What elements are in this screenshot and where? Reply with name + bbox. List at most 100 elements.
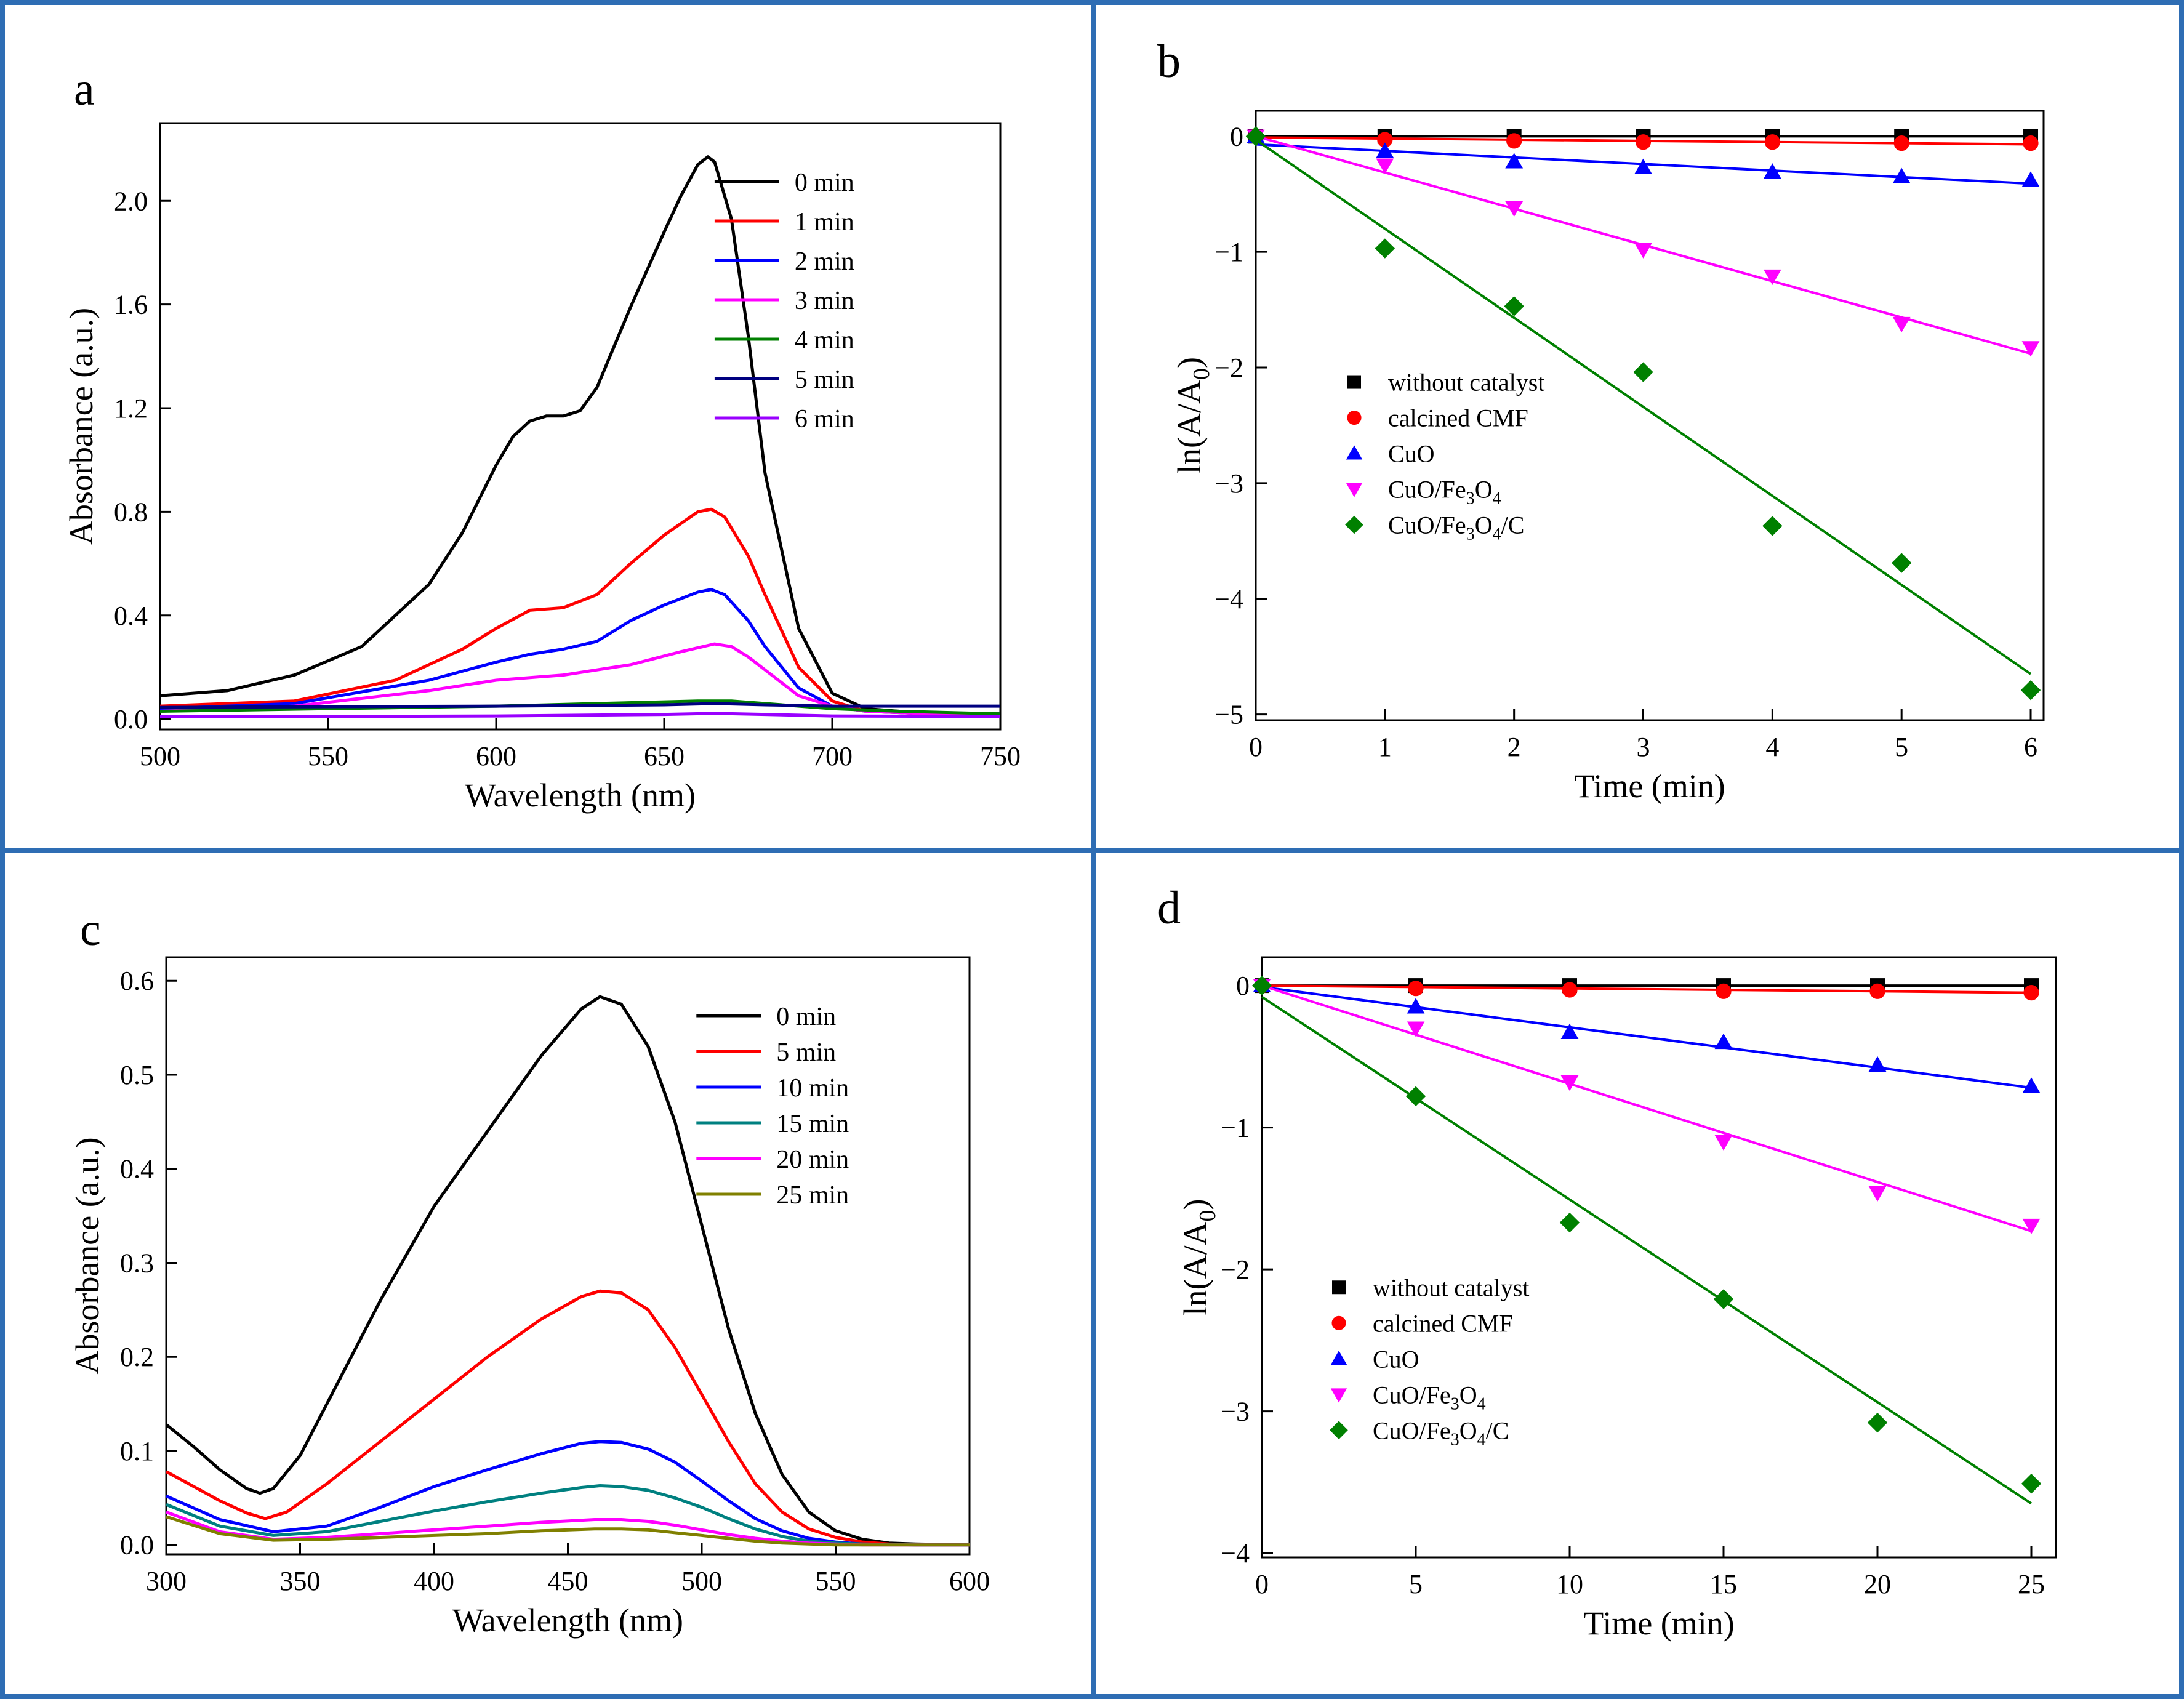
x-tick-label-b: 4 xyxy=(1765,732,1779,762)
legend-label-part-b-4: CuO/Fe xyxy=(1388,512,1466,539)
data-point-d-4-0 xyxy=(1251,975,1272,996)
data-point-d-2-4 xyxy=(1868,1056,1887,1072)
legend-label-sub-b-4: 4 xyxy=(1493,525,1501,544)
legend-label-d-2: CuO xyxy=(1373,1345,1419,1373)
legend-label-sub-b-3: 4 xyxy=(1493,489,1501,508)
y-tick-label-b: −5 xyxy=(1214,700,1243,730)
y-tick-label-b: 0 xyxy=(1230,121,1243,151)
data-point-b-3-2 xyxy=(1505,201,1524,217)
x-tick-label-b: 2 xyxy=(1508,732,1521,762)
x-tick-label-a: 550 xyxy=(308,741,348,771)
data-point-b-3-6 xyxy=(2021,341,2040,357)
x-tick-label-c: 550 xyxy=(816,1566,856,1596)
y-tick-label-c: 0.1 xyxy=(120,1436,154,1466)
data-point-b-1-4 xyxy=(1764,134,1780,150)
data-point-d-2-1 xyxy=(1407,998,1425,1014)
y-tick-label-b: −3 xyxy=(1214,468,1243,499)
legend-marker-d-1 xyxy=(1331,1315,1346,1330)
legend-label-b-1: calcined CMF xyxy=(1388,404,1528,432)
x-axis-label-a: Wavelength (nm) xyxy=(465,777,696,814)
legend-label-part-d-4: /C xyxy=(1486,1416,1509,1444)
legend-label-a-4: 4 min xyxy=(795,326,854,355)
y-tick-label-a: 2.0 xyxy=(114,186,148,216)
series-line-a-0 xyxy=(160,155,1000,716)
series-line-c-5 xyxy=(166,1515,970,1547)
x-tick-label-b: 6 xyxy=(2024,732,2037,762)
data-point-b-4-0 xyxy=(1245,126,1266,147)
x-axis-label-b: Time (min) xyxy=(1574,768,1725,805)
series-line-c-1 xyxy=(166,1289,970,1547)
y-tick-label-d: −3 xyxy=(1221,1397,1250,1427)
data-point-d-4-3 xyxy=(1713,1289,1734,1309)
series-line-a-2 xyxy=(160,588,1000,716)
legend-label-sub-d-3: 4 xyxy=(1477,1394,1486,1413)
fit-line-d-2 xyxy=(1261,986,2032,1090)
y-tick-label-b: −1 xyxy=(1214,237,1243,267)
series-line-a-1 xyxy=(160,507,1000,716)
data-point-b-1-2 xyxy=(1506,133,1522,149)
y-tick-label-a: 0.0 xyxy=(114,704,148,734)
legend-label-c-5: 25 min xyxy=(776,1181,849,1210)
legend-marker-b-0 xyxy=(1347,375,1361,389)
legend-label-part-d-3: CuO/Fe xyxy=(1373,1381,1451,1408)
legend-marker-b-1 xyxy=(1347,411,1362,425)
legend-marker-d-2 xyxy=(1330,1351,1347,1365)
legend-label-sub-b-3: 3 xyxy=(1466,489,1475,508)
data-point-b-3-4 xyxy=(1763,269,1781,286)
data-point-b-3-5 xyxy=(1892,316,1911,333)
plot-frame-a xyxy=(159,122,1002,731)
legend-label-b-4: CuO/Fe3O4/C xyxy=(1388,512,1524,544)
y-axis-label-sub-d: 0 xyxy=(1195,1210,1221,1222)
y-tick-label-a: 1.6 xyxy=(114,290,148,320)
legend-label-d-4: CuO/Fe3O4/C xyxy=(1373,1416,1509,1449)
series-line-a-6 xyxy=(160,712,1000,718)
data-point-b-4-2 xyxy=(1504,296,1524,316)
fit-line-b-4 xyxy=(1255,139,2032,675)
data-point-b-2-3 xyxy=(1634,158,1652,174)
legend-label-sub-d-4: 3 xyxy=(1451,1430,1459,1449)
data-point-d-3-5 xyxy=(2022,1218,2041,1235)
data-point-d-4-1 xyxy=(1405,1086,1426,1107)
data-point-b-2-5 xyxy=(1892,167,1911,183)
chart-a: 500 550 600 650 700 750 0.0 0.4 0.8 1.2 1.6 2.0 Wave… xyxy=(63,122,1021,814)
data-point-b-4-4 xyxy=(1762,516,1783,536)
data-point-b-3-1 xyxy=(1376,158,1394,174)
data-point-b-3-3 xyxy=(1634,243,1652,259)
y-tick-label-b: −4 xyxy=(1214,584,1243,614)
y-axis-label-main-d: ln(A/A xyxy=(1177,1221,1214,1315)
legend-label-a-3: 3 min xyxy=(795,287,854,315)
data-point-d-1-1 xyxy=(1408,981,1424,997)
y-tick-label-a: 0.8 xyxy=(114,497,148,527)
legend-label-a-6: 6 min xyxy=(795,405,854,433)
legend-marker-d-0 xyxy=(1332,1280,1346,1295)
legend-label-a-0: 0 min xyxy=(795,169,854,197)
legend-label-sub-d-4: 4 xyxy=(1477,1430,1486,1449)
series-line-a-5 xyxy=(160,702,1000,709)
data-point-d-1-4 xyxy=(1869,983,1885,999)
legend-label-part-d-4: CuO/Fe xyxy=(1373,1416,1451,1444)
x-tick-label-d: 20 xyxy=(1864,1569,1891,1599)
legend-label-a-2: 2 min xyxy=(795,247,854,276)
legend-marker-b-2 xyxy=(1346,445,1363,460)
y-tick-label-c: 0.2 xyxy=(120,1342,154,1372)
data-point-d-2-2 xyxy=(1560,1023,1579,1039)
legend-label-part-b-4: /C xyxy=(1501,512,1525,539)
x-tick-label-a: 750 xyxy=(980,741,1021,771)
x-tick-label-c: 450 xyxy=(548,1566,588,1596)
data-point-d-1-5 xyxy=(2023,985,2039,1001)
x-tick-label-d: 15 xyxy=(1710,1569,1737,1599)
data-point-b-4-3 xyxy=(1633,362,1653,382)
data-point-d-2-5 xyxy=(2022,1077,2041,1093)
legend-marker-d-3 xyxy=(1330,1388,1347,1403)
legend-marker-b-4 xyxy=(1345,515,1363,534)
x-tick-label-b: 3 xyxy=(1637,732,1650,762)
x-tick-label-c: 500 xyxy=(681,1566,722,1596)
legend-label-a-5: 5 min xyxy=(795,366,854,394)
x-tick-label-b: 1 xyxy=(1378,732,1392,762)
x-tick-label-a: 700 xyxy=(812,741,853,771)
data-point-d-1-3 xyxy=(1716,983,1732,999)
y-axis-label-sub-b: 0 xyxy=(1189,368,1214,380)
y-axis-label-close-b: ) xyxy=(1171,357,1208,368)
